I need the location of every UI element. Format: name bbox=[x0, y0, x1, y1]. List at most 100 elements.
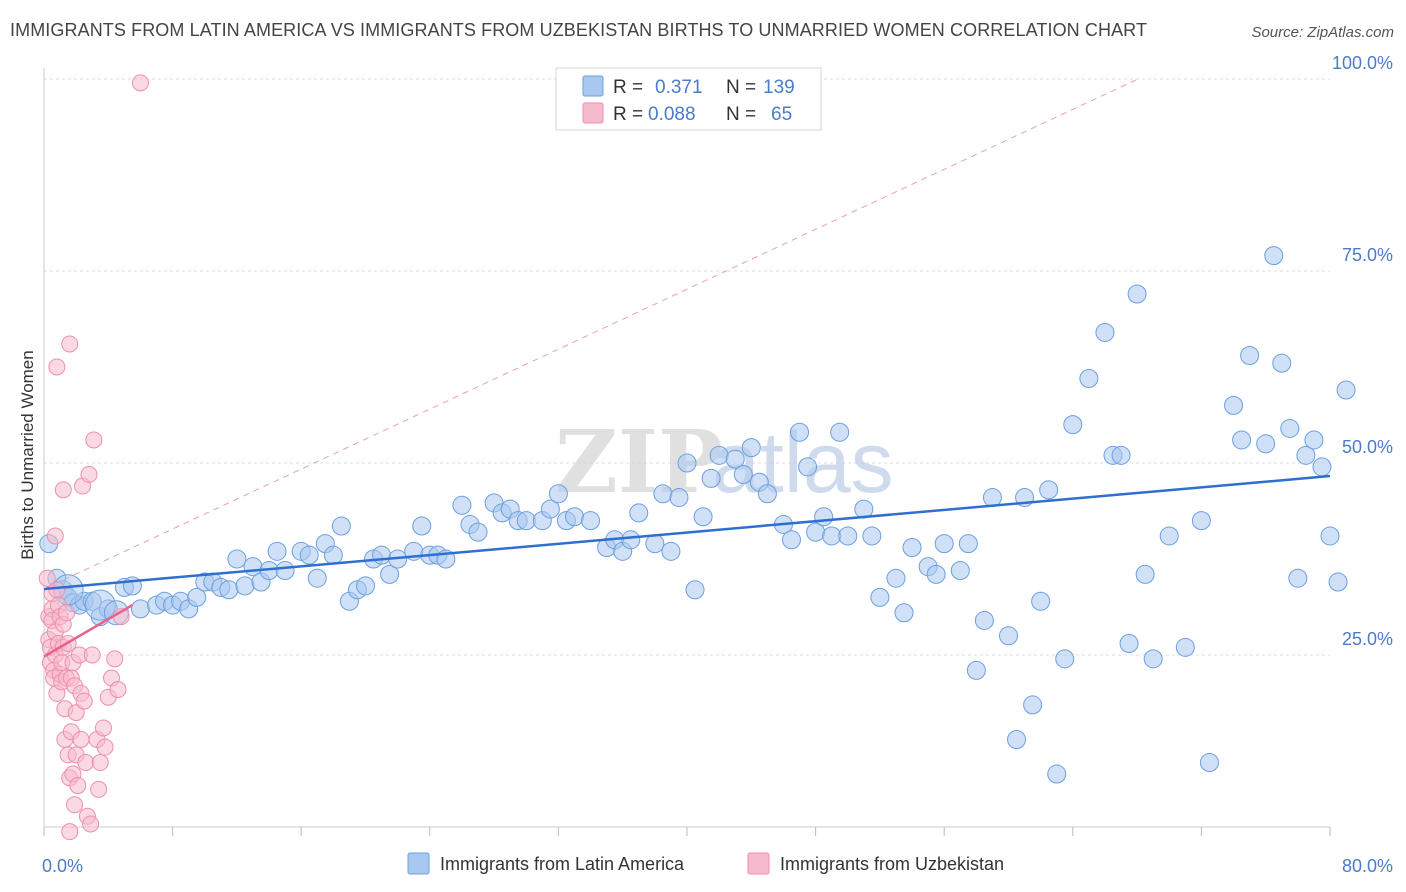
point-uzbekistan bbox=[48, 358, 66, 376]
point-latin-america bbox=[1007, 729, 1027, 749]
point-latin-america bbox=[741, 438, 761, 458]
point-latin-america bbox=[1296, 445, 1316, 465]
point-latin-america bbox=[822, 526, 842, 546]
point-latin-america bbox=[1199, 753, 1219, 773]
y-tick-label: 100.0% bbox=[1332, 53, 1393, 73]
y-tick-label: 25.0% bbox=[1342, 629, 1393, 649]
point-uzbekistan bbox=[48, 581, 66, 599]
x-tick-labels: 0.0% 80.0% bbox=[42, 856, 1393, 876]
x-tick-label-min: 0.0% bbox=[42, 856, 83, 876]
point-latin-america bbox=[966, 660, 986, 680]
point-latin-america bbox=[685, 580, 705, 600]
source-label: Source: ZipAtlas.com bbox=[1251, 24, 1394, 41]
bottom-legend: Immigrants from Latin America Immigrants… bbox=[407, 852, 1004, 875]
point-latin-america bbox=[894, 603, 914, 623]
gridlines bbox=[44, 78, 1330, 656]
y-tick-label: 50.0% bbox=[1342, 437, 1393, 457]
point-uzbekistan bbox=[67, 704, 85, 722]
point-latin-america bbox=[235, 576, 255, 596]
trend-line-uzbekistan bbox=[43, 603, 134, 658]
chart-title: IMMIGRANTS FROM LATIN AMERICA VS IMMIGRA… bbox=[10, 20, 1148, 40]
point-latin-america bbox=[1288, 568, 1308, 588]
point-latin-america bbox=[661, 541, 681, 561]
point-latin-america bbox=[1264, 246, 1284, 266]
legend-n-value-2: 65 bbox=[771, 104, 792, 125]
point-latin-america bbox=[219, 580, 239, 600]
legend-swatch-latin-america bbox=[582, 75, 604, 97]
legend-r-label-2: R = bbox=[613, 104, 643, 125]
point-latin-america bbox=[709, 445, 729, 465]
point-latin-america bbox=[733, 465, 753, 485]
point-latin-america bbox=[331, 516, 351, 536]
point-uzbekistan bbox=[77, 754, 95, 772]
point-uzbekistan bbox=[90, 780, 108, 798]
legend-r-value-1: 0.371 bbox=[655, 77, 703, 98]
point-latin-america bbox=[307, 568, 327, 588]
point-latin-america bbox=[830, 422, 850, 442]
point-latin-america bbox=[862, 526, 882, 546]
point-latin-america bbox=[886, 568, 906, 588]
point-latin-america bbox=[629, 503, 649, 523]
point-latin-america bbox=[757, 484, 777, 504]
point-latin-america bbox=[950, 561, 970, 581]
point-latin-america bbox=[323, 545, 343, 565]
trend-line-latin-america bbox=[43, 474, 1331, 591]
point-latin-america bbox=[380, 564, 400, 584]
point-latin-america bbox=[548, 484, 568, 504]
point-latin-america bbox=[452, 495, 472, 515]
point-latin-america bbox=[1191, 511, 1211, 531]
point-latin-america bbox=[814, 507, 834, 527]
y-axis-label: Births to Unmarried Women bbox=[18, 350, 37, 559]
point-latin-america bbox=[1336, 380, 1356, 400]
point-latin-america bbox=[1063, 415, 1083, 435]
point-latin-america bbox=[1031, 591, 1051, 611]
point-latin-america bbox=[798, 457, 818, 477]
point-latin-america bbox=[1047, 764, 1067, 784]
point-latin-america bbox=[1055, 649, 1075, 669]
svg-text:ZIP: ZIP bbox=[555, 412, 723, 513]
point-latin-america bbox=[669, 488, 689, 508]
point-latin-america bbox=[372, 545, 392, 565]
legend-n-label-1: N = bbox=[726, 77, 756, 98]
point-latin-america bbox=[516, 511, 536, 531]
point-latin-america bbox=[902, 537, 922, 557]
point-latin-america bbox=[1159, 526, 1179, 546]
point-latin-america bbox=[838, 526, 858, 546]
point-latin-america bbox=[725, 449, 745, 469]
point-latin-america bbox=[1079, 369, 1099, 389]
point-latin-america bbox=[1143, 649, 1163, 669]
point-latin-america bbox=[412, 516, 432, 536]
point-uzbekistan bbox=[96, 738, 114, 756]
point-uzbekistan bbox=[82, 815, 100, 833]
point-uzbekistan bbox=[46, 527, 64, 545]
point-uzbekistan bbox=[58, 604, 76, 622]
point-latin-america bbox=[1320, 526, 1340, 546]
point-latin-america bbox=[621, 530, 641, 550]
point-latin-america bbox=[1111, 445, 1131, 465]
x-ticks bbox=[43, 827, 1331, 836]
point-latin-america bbox=[781, 530, 801, 550]
point-latin-america bbox=[1240, 345, 1260, 365]
bottom-legend-label-uzbekistan: Immigrants from Uzbekistan bbox=[780, 854, 1004, 874]
point-latin-america bbox=[1312, 457, 1332, 477]
legend: R = 0.371 N = 139 R = 0.088 N = 65 bbox=[555, 67, 822, 131]
bottom-legend-label-latin-america: Immigrants from Latin America bbox=[440, 854, 685, 874]
point-uzbekistan bbox=[109, 681, 127, 699]
point-latin-america bbox=[934, 534, 954, 554]
point-latin-america bbox=[999, 626, 1018, 646]
point-uzbekistan bbox=[94, 719, 112, 737]
point-latin-america bbox=[974, 610, 994, 630]
y-tick-label: 75.0% bbox=[1342, 245, 1393, 265]
point-latin-america bbox=[701, 468, 721, 488]
point-latin-america bbox=[356, 576, 375, 596]
point-latin-america bbox=[790, 422, 810, 442]
point-latin-america bbox=[275, 561, 295, 581]
series-uzbekistan-points bbox=[38, 74, 149, 841]
x-tick-label-max: 80.0% bbox=[1342, 856, 1393, 876]
point-uzbekistan bbox=[75, 692, 93, 710]
point-latin-america bbox=[540, 499, 560, 519]
point-latin-america bbox=[1039, 480, 1059, 500]
point-latin-america bbox=[468, 522, 488, 542]
point-latin-america bbox=[1135, 564, 1155, 584]
